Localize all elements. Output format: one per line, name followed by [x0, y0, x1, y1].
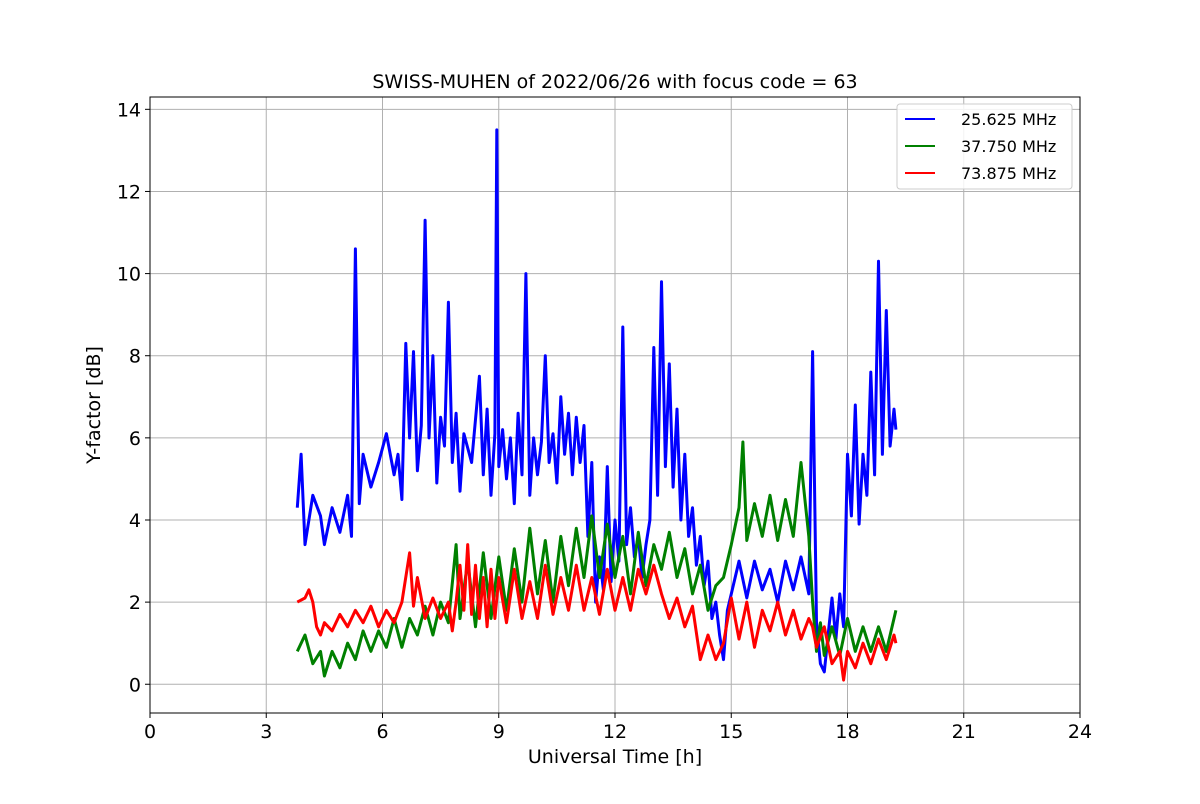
- chart-title: SWISS-MUHEN of 2022/06/26 with focus cod…: [372, 71, 857, 93]
- y-tick-label: 6: [129, 428, 141, 450]
- y-tick-label: 8: [129, 346, 141, 368]
- y-tick-label: 4: [129, 510, 141, 532]
- x-tick-label: 12: [603, 721, 627, 743]
- plot-series: [295, 128, 898, 682]
- y-tick-label: 14: [117, 99, 141, 121]
- x-axis-label: Universal Time [h]: [528, 746, 702, 768]
- x-tick-label: 21: [952, 721, 976, 743]
- y-tick-label: 10: [117, 264, 141, 286]
- series-line-1: [295, 128, 898, 674]
- x-tick-label: 0: [144, 721, 156, 743]
- series-line-3: [296, 543, 898, 682]
- legend-label: 73.875 MHz: [961, 164, 1056, 183]
- x-axis: 0 3 6 9 12 15 18 21 24: [144, 713, 1092, 743]
- x-tick-label: 24: [1068, 721, 1092, 743]
- x-tick-label: 6: [376, 721, 388, 743]
- legend-box: [896, 103, 1073, 190]
- y-tick-label: 12: [117, 181, 141, 203]
- x-tick-label: 9: [493, 721, 505, 743]
- y-axis: 0 2 4 6 8 10 12 14: [117, 99, 150, 696]
- legend-label: 25.625 MHz: [961, 110, 1056, 129]
- y-axis-label: Y-factor [dB]: [83, 346, 105, 465]
- series-line-2: [295, 440, 898, 678]
- y-tick-label: 0: [129, 674, 141, 696]
- x-tick-label: 15: [719, 721, 743, 743]
- x-tick-label: 18: [835, 721, 859, 743]
- x-tick-label: 3: [260, 721, 272, 743]
- y-tick-label: 2: [129, 592, 141, 614]
- legend: 25.625 MHz 37.750 MHz 73.875 MHz: [896, 103, 1073, 190]
- legend-label: 37.750 MHz: [961, 137, 1056, 156]
